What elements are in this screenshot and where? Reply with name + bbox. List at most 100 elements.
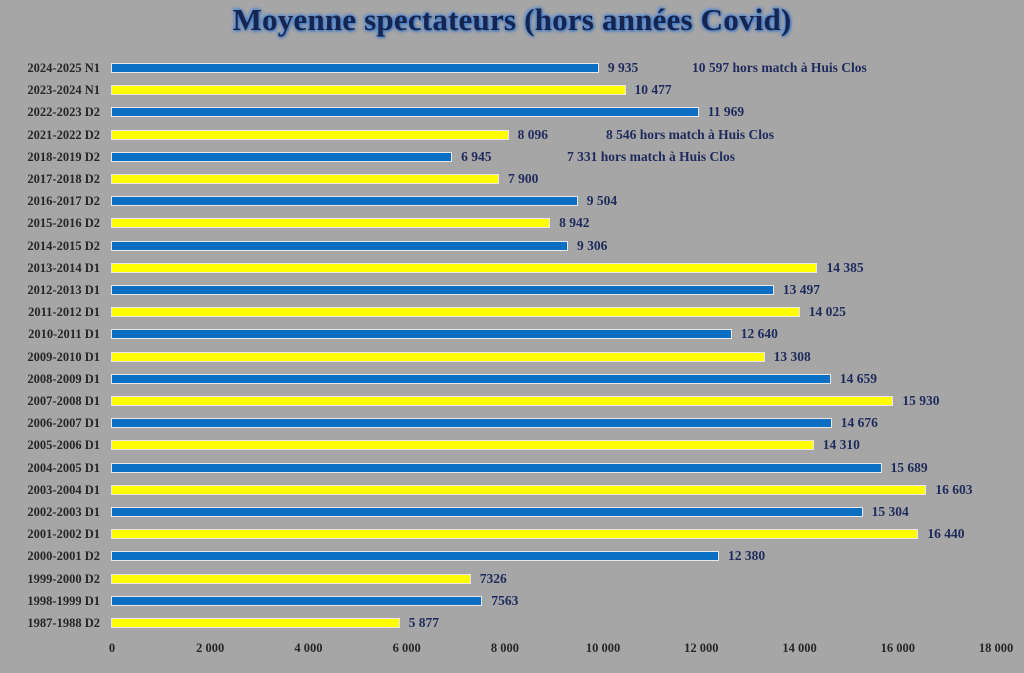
category-label: 1998-1999 D1 bbox=[27, 593, 100, 608]
category-label: 2018-2019 D2 bbox=[27, 149, 100, 164]
x-axis-tick-label: 10 000 bbox=[585, 641, 621, 655]
bar bbox=[111, 529, 919, 540]
value-label: 15 304 bbox=[871, 504, 909, 519]
bar bbox=[111, 196, 578, 207]
bar-row: 2021-2022 D2 8 096 bbox=[0, 125, 1024, 147]
bar bbox=[111, 218, 551, 229]
value-label: 7326 bbox=[479, 570, 507, 586]
value-label: 14 025 bbox=[808, 304, 846, 320]
x-axis-tick-label: 0 bbox=[108, 641, 116, 655]
bar bbox=[111, 418, 832, 429]
bar-row: 2000-2001 D2 12 380 bbox=[0, 546, 1024, 568]
value-label: 13 497 bbox=[782, 282, 820, 297]
bar bbox=[111, 262, 818, 273]
value-label: 14 385 bbox=[826, 259, 864, 275]
x-axis-tick-label: 14 000 bbox=[782, 641, 817, 655]
value-label: 9 306 bbox=[577, 237, 608, 253]
category-label: 2024-2025 N1 bbox=[27, 61, 100, 75]
x-axis-tick-label: 6 000 bbox=[392, 641, 421, 655]
chart-title: Moyenne spectateurs (hors années Covid) bbox=[232, 2, 792, 37]
value-label: 12 640 bbox=[740, 326, 778, 342]
value-label: 14 310 bbox=[822, 437, 860, 453]
bar bbox=[111, 396, 894, 406]
huis-clos-annotation: 10 597 hors match à Huis Clos bbox=[692, 60, 867, 75]
bar-row: 2003-2004 D1 16 603 bbox=[0, 480, 1024, 502]
huis-clos-annotation: 8 546 hors match à Huis Clos bbox=[606, 126, 775, 142]
bar bbox=[111, 285, 774, 295]
bar bbox=[111, 618, 400, 628]
value-label: 16 440 bbox=[927, 526, 965, 542]
category-label: 2014-2015 D2 bbox=[27, 238, 100, 253]
bar-row: 2017-2018 D2 7 900 bbox=[0, 169, 1024, 191]
value-label: 14 659 bbox=[839, 370, 878, 386]
category-label: 2013-2014 D1 bbox=[27, 260, 100, 275]
category-label: 2012-2013 D1 bbox=[27, 283, 100, 297]
bar-row: 2005-2006 D1 14 310 bbox=[0, 435, 1024, 457]
bar-row: 2012-2013 D1 13 497 bbox=[0, 280, 1024, 302]
bar bbox=[111, 329, 732, 340]
value-label: 15 930 bbox=[902, 393, 940, 408]
bar bbox=[111, 63, 599, 73]
x-axis-tick-label: 8 000 bbox=[490, 641, 519, 655]
bar-row: 2006-2007 D1 14 676 bbox=[0, 413, 1024, 435]
value-label: 16 603 bbox=[935, 481, 973, 497]
bar bbox=[111, 507, 863, 517]
value-label: 11 969 bbox=[707, 104, 745, 120]
category-label: 2015-2016 D2 bbox=[27, 216, 100, 231]
x-axis-tick-label: 12 000 bbox=[684, 641, 719, 655]
bar bbox=[111, 573, 471, 584]
x-axis-tick-label: 4 000 bbox=[294, 641, 323, 655]
huis-clos-annotation: 7 331 hors match à Huis Clos bbox=[567, 148, 736, 164]
category-label: 2016-2017 D2 bbox=[27, 194, 100, 209]
bar-row: 2001-2002 D1 16 440 bbox=[0, 524, 1024, 546]
bar bbox=[111, 129, 509, 140]
category-label: 2002-2003 D1 bbox=[27, 505, 100, 519]
bar-row: 2008-2009 D1 14 659 bbox=[0, 369, 1024, 391]
value-label: 8 942 bbox=[559, 215, 590, 231]
bar bbox=[111, 351, 765, 362]
bar bbox=[111, 85, 626, 96]
value-label: 10 477 bbox=[634, 82, 672, 98]
bar bbox=[111, 307, 800, 318]
bar-row: 2024-2025 N1 9 935 bbox=[0, 58, 1024, 80]
bar bbox=[111, 373, 831, 384]
category-label: 2003-2004 D1 bbox=[27, 482, 100, 497]
value-label: 7563 bbox=[491, 592, 519, 608]
category-label: 2005-2006 D1 bbox=[27, 438, 100, 453]
category-label: 2017-2018 D2 bbox=[27, 172, 100, 186]
bar-row: 2018-2019 D2 6 945 bbox=[0, 147, 1024, 169]
category-label: 2004-2005 D1 bbox=[27, 460, 100, 475]
bar-row: 2015-2016 D2 8 942 bbox=[0, 213, 1024, 235]
bar-row: 2004-2005 D1 15 689 bbox=[0, 458, 1024, 480]
value-label: 8 096 bbox=[517, 126, 548, 142]
bar bbox=[111, 462, 882, 473]
bar-row: 1987-1988 D2 5 877 bbox=[0, 613, 1024, 635]
bar bbox=[111, 151, 453, 162]
bar-row: 2010-2011 D1 12 640 bbox=[0, 324, 1024, 346]
bar-row: 2014-2015 D2 9 306 bbox=[0, 236, 1024, 258]
bar-row: 2002-2003 D1 15 304 bbox=[0, 502, 1024, 524]
category-label: 2006-2007 D1 bbox=[27, 416, 100, 431]
category-label: 2007-2008 D1 bbox=[27, 394, 100, 408]
value-label: 13 308 bbox=[773, 348, 811, 364]
value-label: 6 945 bbox=[461, 148, 492, 164]
bar-row: 2013-2014 D1 14 385 bbox=[0, 258, 1024, 280]
value-label: 7 900 bbox=[507, 171, 539, 186]
value-label: 15 689 bbox=[890, 459, 928, 475]
category-label: 2010-2011 D1 bbox=[28, 327, 100, 342]
value-label: 14 676 bbox=[840, 415, 878, 431]
category-label: 2008-2009 D1 bbox=[27, 371, 100, 386]
category-label: 2001-2002 D1 bbox=[27, 527, 100, 542]
bar-row: 1999-2000 D2 7326 bbox=[0, 569, 1024, 591]
category-label: 1987-1988 D2 bbox=[27, 616, 100, 630]
bar-row: 2007-2008 D1 15 930 bbox=[0, 391, 1024, 413]
bar bbox=[111, 551, 719, 562]
value-label: 12 380 bbox=[727, 548, 766, 564]
category-label: 2022-2023 D2 bbox=[27, 105, 100, 120]
value-label: 9 935 bbox=[607, 60, 639, 75]
bar-row: 1998-1999 D1 7563 bbox=[0, 591, 1024, 613]
bar-row: 2011-2012 D1 14 025 bbox=[0, 302, 1024, 324]
bar-row: 2022-2023 D2 11 969 bbox=[0, 102, 1024, 124]
bar bbox=[111, 107, 699, 118]
